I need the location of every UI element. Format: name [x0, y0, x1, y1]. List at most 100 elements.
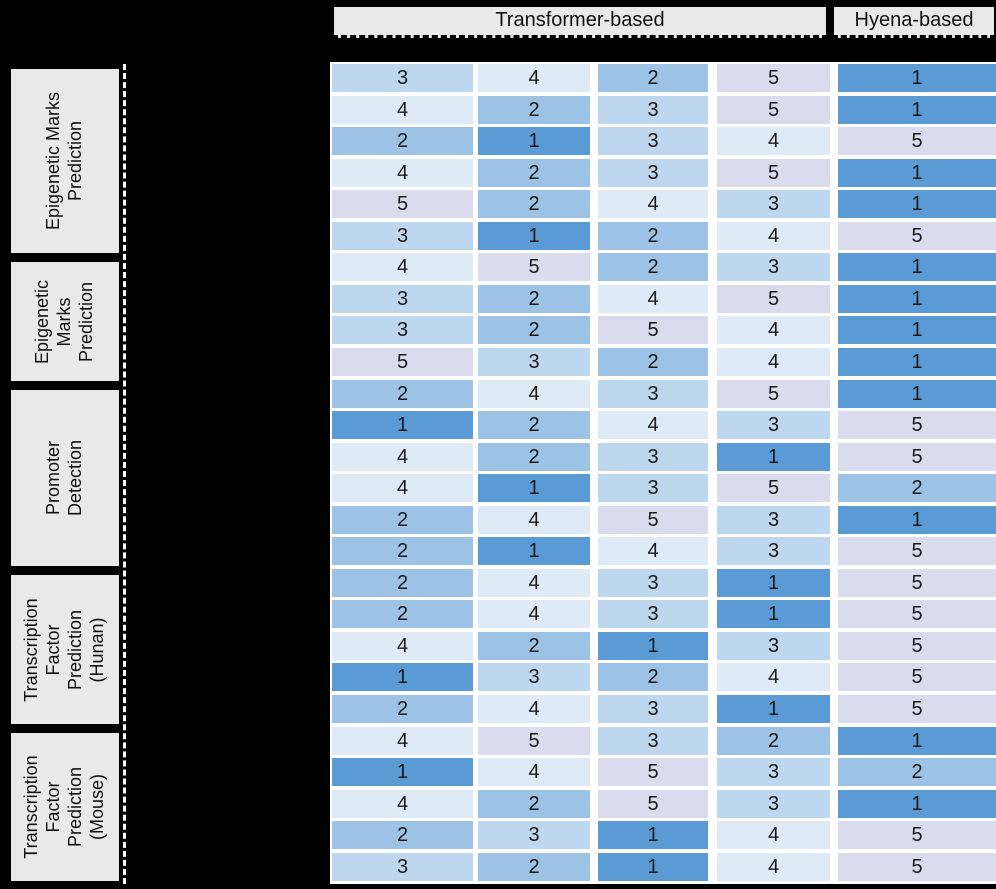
- rank-cell: 3: [598, 127, 708, 155]
- row-group-label-epigenetic-marks-1: Epigenetic Marks Prediction: [8, 66, 122, 256]
- rank-cell: 2: [838, 758, 996, 786]
- rank-cell: 4: [478, 569, 590, 597]
- rank-cell: 3: [598, 96, 708, 124]
- rank-cell: 5: [838, 695, 996, 723]
- rank-cell: 5: [838, 663, 996, 691]
- rank-cell: 4: [717, 853, 830, 881]
- rank-cell: 4: [598, 285, 708, 313]
- rank-cell: 2: [598, 348, 708, 376]
- rank-cell: 2: [478, 411, 590, 439]
- row-group-label-text: Transcription Factor Prediction (Hunan): [21, 597, 107, 702]
- rank-cell: 1: [478, 537, 590, 565]
- rank-cell: 2: [598, 253, 708, 281]
- rank-cell: 4: [717, 127, 830, 155]
- rank-cell: 3: [598, 569, 708, 597]
- rank-cell: 2: [478, 790, 590, 818]
- rank-cell: 4: [478, 380, 590, 408]
- rank-cell: 3: [598, 159, 708, 187]
- rank-cell: 4: [478, 506, 590, 534]
- rank-cell: 4: [332, 727, 473, 755]
- rank-cell: 5: [478, 727, 590, 755]
- rank-cell: 3: [717, 506, 830, 534]
- row-group-label-tf-human: Transcription Factor Prediction (Hunan): [8, 572, 122, 727]
- rank-cell: 2: [332, 695, 473, 723]
- rank-cell: 4: [332, 253, 473, 281]
- rank-cell: 1: [838, 96, 996, 124]
- rank-cell: 1: [838, 790, 996, 818]
- header-transformer-based: Transformer-based: [332, 5, 828, 38]
- rank-cell: 1: [838, 64, 996, 92]
- rank-cell: 4: [332, 96, 473, 124]
- rank-cell: 2: [838, 474, 996, 502]
- rank-cell: 2: [332, 506, 473, 534]
- rank-cell: 4: [478, 758, 590, 786]
- rank-cell: 2: [478, 96, 590, 124]
- rank-cell: 1: [478, 127, 590, 155]
- rank-cell: 3: [598, 380, 708, 408]
- rank-cell: 4: [598, 190, 708, 218]
- rank-cell: 1: [717, 569, 830, 597]
- rank-cell: 2: [332, 600, 473, 628]
- row-group-label-tf-mouse: Transcription Factor Prediction (Mouse): [8, 730, 122, 884]
- rank-cell: 5: [598, 758, 708, 786]
- rank-cell: 1: [838, 727, 996, 755]
- rank-cell: 3: [478, 663, 590, 691]
- rank-cell: 5: [838, 537, 996, 565]
- rank-cell: 3: [717, 758, 830, 786]
- rank-cell: 5: [717, 96, 830, 124]
- rank-cell: 2: [478, 853, 590, 881]
- rank-cell: 2: [478, 159, 590, 187]
- rank-cell: 1: [598, 632, 708, 660]
- rank-cell: 4: [717, 663, 830, 691]
- rank-cell: 5: [717, 474, 830, 502]
- rank-cell: 2: [598, 663, 708, 691]
- rank-cell: 4: [478, 695, 590, 723]
- rank-cell: 4: [717, 348, 830, 376]
- rank-cell: 5: [838, 632, 996, 660]
- rank-cell: 2: [478, 443, 590, 471]
- rank-cell: 2: [478, 632, 590, 660]
- rank-cell: 5: [838, 569, 996, 597]
- rank-cell: 5: [332, 348, 473, 376]
- rank-cell: 3: [478, 348, 590, 376]
- rank-cell: 2: [332, 380, 473, 408]
- rank-cell: 1: [478, 222, 590, 250]
- rank-cell: 1: [838, 316, 996, 344]
- rank-cell: 1: [478, 474, 590, 502]
- rank-cell: 3: [717, 411, 830, 439]
- rank-cell: 4: [717, 222, 830, 250]
- rank-cell: 5: [838, 853, 996, 881]
- rank-cell: 4: [598, 537, 708, 565]
- rank-cell: 4: [332, 474, 473, 502]
- rank-cell: 1: [598, 821, 708, 849]
- header-hyena-based: Hyena-based: [832, 5, 996, 38]
- rank-cell: 5: [838, 411, 996, 439]
- rank-cell: 1: [838, 190, 996, 218]
- row-group-label-text: Transcription Factor Prediction (Mouse): [21, 755, 107, 859]
- rank-cell: 5: [598, 790, 708, 818]
- rank-cell: 3: [598, 600, 708, 628]
- rank-cell: 1: [717, 443, 830, 471]
- rank-cell: 4: [598, 411, 708, 439]
- rank-cell: 5: [598, 506, 708, 534]
- rank-cell: 1: [332, 758, 473, 786]
- rank-cell: 5: [717, 285, 830, 313]
- rank-cell: 3: [332, 222, 473, 250]
- rank-cell: 4: [332, 790, 473, 818]
- rank-cell: 5: [717, 64, 830, 92]
- rank-cell: 5: [838, 443, 996, 471]
- rank-cell: 5: [838, 600, 996, 628]
- row-group-label-promoter-detection: Promoter Detection: [8, 387, 122, 569]
- rank-cell: 4: [332, 159, 473, 187]
- row-group-label-epigenetic-marks-2: Epigenetic Marks Prediction: [8, 259, 122, 384]
- rank-cell: 4: [717, 316, 830, 344]
- rank-cell: 5: [332, 190, 473, 218]
- rank-cell: 1: [598, 853, 708, 881]
- rank-cell: 1: [838, 348, 996, 376]
- rank-cell: 5: [478, 253, 590, 281]
- rank-cell: 5: [838, 222, 996, 250]
- rank-cell: 4: [332, 632, 473, 660]
- rank-cell: 5: [717, 159, 830, 187]
